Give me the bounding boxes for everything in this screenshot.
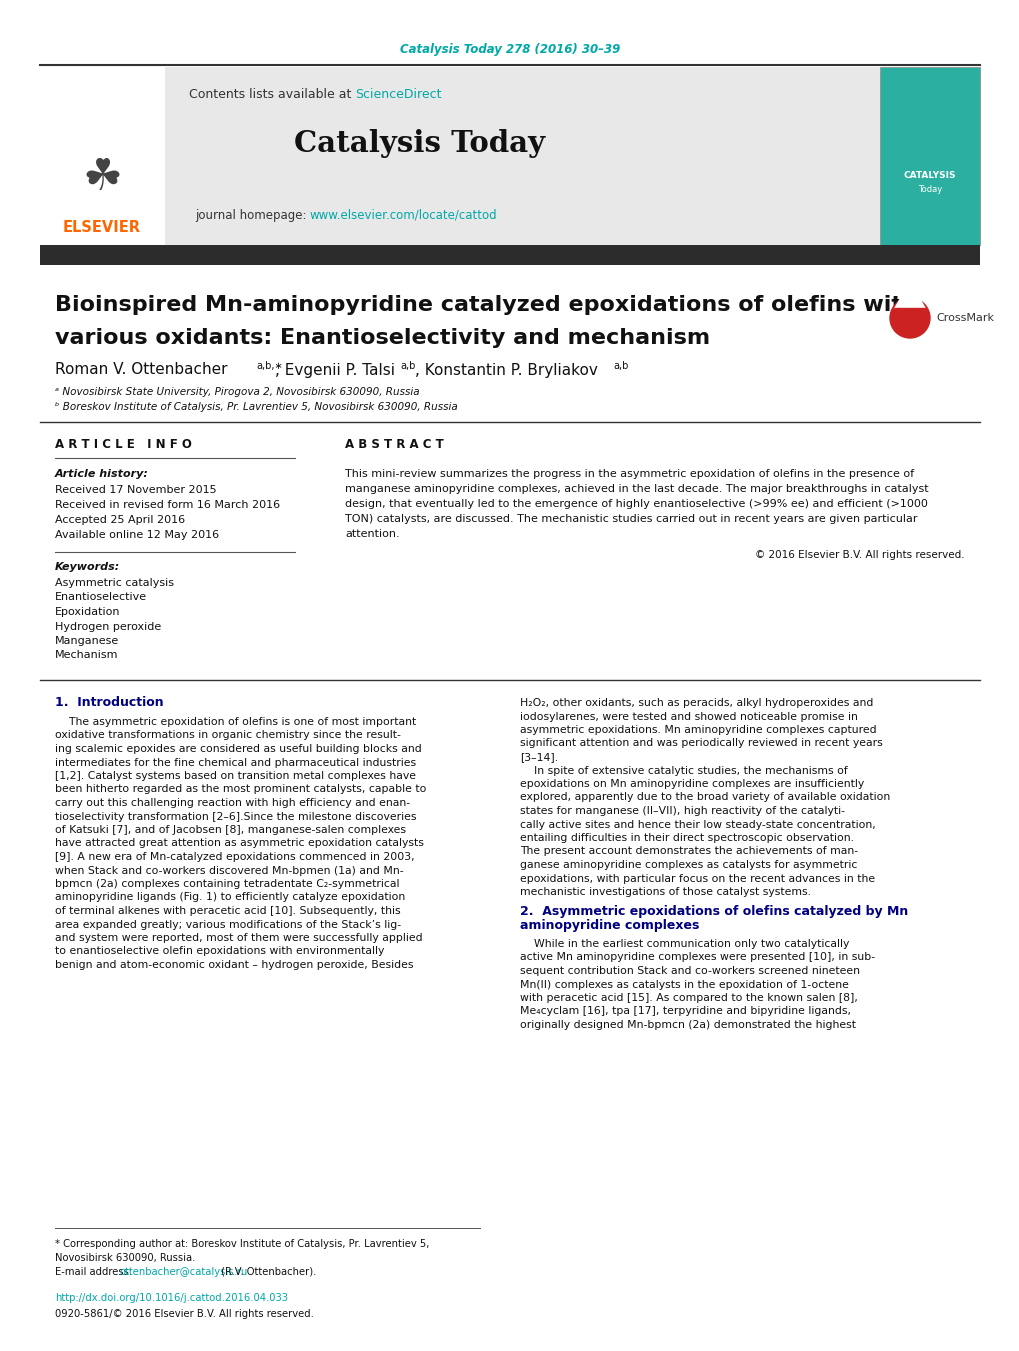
Text: of Katsuki [7], and of Jacobsen [8], manganese-salen complexes: of Katsuki [7], and of Jacobsen [8], man… xyxy=(55,825,406,835)
Text: Catalysis Today: Catalysis Today xyxy=(294,128,545,158)
Bar xyxy=(40,245,979,265)
Text: intermediates for the fine chemical and pharmaceutical industries: intermediates for the fine chemical and … xyxy=(55,758,416,767)
Text: oxidative transformations in organic chemistry since the result-: oxidative transformations in organic che… xyxy=(55,731,400,740)
Text: asymmetric epoxidations. Mn aminopyridine complexes captured: asymmetric epoxidations. Mn aminopyridin… xyxy=(520,725,875,735)
Text: 1.  Introduction: 1. Introduction xyxy=(55,697,163,709)
Text: ᵇ Boreskov Institute of Catalysis, Pr. Lavrentiev 5, Novosibirsk 630090, Russia: ᵇ Boreskov Institute of Catalysis, Pr. L… xyxy=(55,403,458,412)
Text: active Mn aminopyridine complexes were presented [10], in sub-: active Mn aminopyridine complexes were p… xyxy=(520,952,874,962)
Text: ScienceDirect: ScienceDirect xyxy=(355,89,441,101)
Text: A R T I C L E   I N F O: A R T I C L E I N F O xyxy=(55,439,192,451)
Text: (R.V. Ottenbacher).: (R.V. Ottenbacher). xyxy=(218,1267,317,1277)
Text: , Evgenii P. Talsi: , Evgenii P. Talsi xyxy=(275,362,394,377)
Text: Available online 12 May 2016: Available online 12 May 2016 xyxy=(55,530,219,540)
Text: with peracetic acid [15]. As compared to the known salen [8],: with peracetic acid [15]. As compared to… xyxy=(520,993,857,1002)
Text: ELSEVIER: ELSEVIER xyxy=(63,220,141,235)
Text: 2.  Asymmetric epoxidations of olefins catalyzed by Mn: 2. Asymmetric epoxidations of olefins ca… xyxy=(520,905,907,919)
Text: Enantioselective: Enantioselective xyxy=(55,593,147,603)
Text: states for manganese (II–VII), high reactivity of the catalyti-: states for manganese (II–VII), high reac… xyxy=(520,807,844,816)
Text: to enantioselective olefin epoxidations with environmentally: to enantioselective olefin epoxidations … xyxy=(55,947,384,957)
Text: Today: Today xyxy=(917,185,942,195)
Text: Accepted 25 April 2016: Accepted 25 April 2016 xyxy=(55,515,184,526)
Text: have attracted great attention as asymmetric epoxidation catalysts: have attracted great attention as asymme… xyxy=(55,839,424,848)
Text: While in the earliest communication only two catalytically: While in the earliest communication only… xyxy=(520,939,849,948)
Circle shape xyxy=(890,299,929,338)
Text: design, that eventually led to the emergence of highly enantioselective (>99% ee: design, that eventually led to the emerg… xyxy=(344,499,927,509)
Text: ing scalemic epoxides are considered as useful building blocks and: ing scalemic epoxides are considered as … xyxy=(55,744,421,754)
Text: Mn(II) complexes as catalysts in the epoxidation of 1-octene: Mn(II) complexes as catalysts in the epo… xyxy=(520,979,848,989)
Text: Mechanism: Mechanism xyxy=(55,650,118,661)
Text: [3–14].: [3–14]. xyxy=(520,753,557,762)
Text: originally designed Mn-bpmcn (2a) demonstrated the highest: originally designed Mn-bpmcn (2a) demons… xyxy=(520,1020,855,1029)
Text: sequent contribution Stack and co-workers screened nineteen: sequent contribution Stack and co-worker… xyxy=(520,966,859,975)
Text: ganese aminopyridine complexes as catalysts for asymmetric: ganese aminopyridine complexes as cataly… xyxy=(520,861,857,870)
Text: Contents lists available at: Contents lists available at xyxy=(189,89,355,101)
Text: Bioinspired Mn-aminopyridine catalyzed epoxidations of olefins with: Bioinspired Mn-aminopyridine catalyzed e… xyxy=(55,295,917,315)
Text: H₂O₂, other oxidants, such as peracids, alkyl hydroperoxides and: H₂O₂, other oxidants, such as peracids, … xyxy=(520,698,872,708)
Text: ☘: ☘ xyxy=(82,157,122,200)
Text: [9]. A new era of Mn-catalyzed epoxidations commenced in 2003,: [9]. A new era of Mn-catalyzed epoxidati… xyxy=(55,852,414,862)
Text: a,b: a,b xyxy=(399,361,415,372)
Text: bpmcn (2a) complexes containing tetradentate C₂-symmetrical: bpmcn (2a) complexes containing tetraden… xyxy=(55,880,399,889)
Text: This mini-review summarizes the progress in the asymmetric epoxidation of olefin: This mini-review summarizes the progress… xyxy=(344,469,913,480)
Text: epoxidations on Mn aminopyridine complexes are insufficiently: epoxidations on Mn aminopyridine complex… xyxy=(520,780,863,789)
Text: , Konstantin P. Bryliakov: , Konstantin P. Bryliakov xyxy=(415,362,597,377)
Text: carry out this challenging reaction with high efficiency and enan-: carry out this challenging reaction with… xyxy=(55,798,410,808)
Text: benign and atom-economic oxidant – hydrogen peroxide, Besides: benign and atom-economic oxidant – hydro… xyxy=(55,961,413,970)
Text: Roman V. Ottenbacher: Roman V. Ottenbacher xyxy=(55,362,227,377)
Text: Novosibirsk 630090, Russia.: Novosibirsk 630090, Russia. xyxy=(55,1252,196,1263)
Text: © 2016 Elsevier B.V. All rights reserved.: © 2016 Elsevier B.V. All rights reserved… xyxy=(755,550,964,561)
Text: TON) catalysts, are discussed. The mechanistic studies carried out in recent yea: TON) catalysts, are discussed. The mecha… xyxy=(344,513,917,524)
Text: Received in revised form 16 March 2016: Received in revised form 16 March 2016 xyxy=(55,500,280,509)
Text: * Corresponding author at: Boreskov Institute of Catalysis, Pr. Lavrentiev 5,: * Corresponding author at: Boreskov Inst… xyxy=(55,1239,429,1250)
Text: http://dx.doi.org/10.1016/j.cattod.2016.04.033: http://dx.doi.org/10.1016/j.cattod.2016.… xyxy=(55,1293,287,1302)
Polygon shape xyxy=(894,308,924,326)
Bar xyxy=(40,68,879,245)
Text: The asymmetric epoxidation of olefins is one of most important: The asymmetric epoxidation of olefins is… xyxy=(55,717,416,727)
Text: of terminal alkenes with peracetic acid [10]. Subsequently, this: of terminal alkenes with peracetic acid … xyxy=(55,907,400,916)
Text: and system were reported, most of them were successfully applied: and system were reported, most of them w… xyxy=(55,934,422,943)
Text: In spite of extensive catalytic studies, the mechanisms of: In spite of extensive catalytic studies,… xyxy=(520,766,847,775)
Text: [1,2]. Catalyst systems based on transition metal complexes have: [1,2]. Catalyst systems based on transit… xyxy=(55,771,416,781)
Text: The present account demonstrates the achievements of man-: The present account demonstrates the ach… xyxy=(520,847,857,857)
Text: Received 17 November 2015: Received 17 November 2015 xyxy=(55,485,216,494)
Text: aminopyridine ligands (Fig. 1) to efficiently catalyze epoxidation: aminopyridine ligands (Fig. 1) to effici… xyxy=(55,893,405,902)
Text: been hitherto regarded as the most prominent catalysts, capable to: been hitherto regarded as the most promi… xyxy=(55,785,426,794)
Text: attention.: attention. xyxy=(344,530,399,539)
Text: a,b,∗: a,b,∗ xyxy=(256,361,282,372)
Text: entailing difficulties in their direct spectroscopic observation.: entailing difficulties in their direct s… xyxy=(520,834,853,843)
Text: Catalysis Today 278 (2016) 30–39: Catalysis Today 278 (2016) 30–39 xyxy=(399,43,620,57)
Text: ᵃ Novosibirsk State University, Pirogova 2, Novosibirsk 630090, Russia: ᵃ Novosibirsk State University, Pirogova… xyxy=(55,386,419,397)
Text: cally active sites and hence their low steady-state concentration,: cally active sites and hence their low s… xyxy=(520,820,875,830)
Text: a,b: a,b xyxy=(612,361,628,372)
Bar xyxy=(40,68,165,245)
Text: mechanistic investigations of those catalyst systems.: mechanistic investigations of those cata… xyxy=(520,888,810,897)
Text: A B S T R A C T: A B S T R A C T xyxy=(344,439,443,451)
Text: Asymmetric catalysis: Asymmetric catalysis xyxy=(55,578,174,588)
Text: when Stack and co-workers discovered Mn-bpmen (1a) and Mn-: when Stack and co-workers discovered Mn-… xyxy=(55,866,404,875)
Text: manganese aminopyridine complexes, achieved in the last decade. The major breakt: manganese aminopyridine complexes, achie… xyxy=(344,484,927,494)
Text: aminopyridine complexes: aminopyridine complexes xyxy=(520,920,699,932)
Text: CrossMark: CrossMark xyxy=(935,313,994,323)
Text: journal homepage:: journal homepage: xyxy=(195,208,310,222)
Text: explored, apparently due to the broad variety of available oxidation: explored, apparently due to the broad va… xyxy=(520,793,890,802)
Bar xyxy=(879,68,979,245)
Text: epoxidations, with particular focus on the recent advances in the: epoxidations, with particular focus on t… xyxy=(520,874,874,884)
Text: various oxidants: Enantioselectivity and mechanism: various oxidants: Enantioselectivity and… xyxy=(55,328,709,349)
Text: tioselectivity transformation [2–6].Since the milestone discoveries: tioselectivity transformation [2–6].Sinc… xyxy=(55,812,416,821)
Text: ottenbacher@catalysis.ru: ottenbacher@catalysis.ru xyxy=(120,1267,248,1277)
Text: significant attention and was periodically reviewed in recent years: significant attention and was periodical… xyxy=(520,739,881,748)
Text: Epoxidation: Epoxidation xyxy=(55,607,120,617)
Text: Keywords:: Keywords: xyxy=(55,562,120,571)
Text: Hydrogen peroxide: Hydrogen peroxide xyxy=(55,621,161,631)
Text: CATALYSIS: CATALYSIS xyxy=(903,170,956,180)
Text: E-mail address:: E-mail address: xyxy=(55,1267,136,1277)
Text: Manganese: Manganese xyxy=(55,636,119,646)
Text: 0920-5861/© 2016 Elsevier B.V. All rights reserved.: 0920-5861/© 2016 Elsevier B.V. All right… xyxy=(55,1309,314,1319)
Text: area expanded greatly; various modifications of the Stack’s lig-: area expanded greatly; various modificat… xyxy=(55,920,400,929)
Polygon shape xyxy=(894,282,924,308)
Text: www.elsevier.com/locate/cattod: www.elsevier.com/locate/cattod xyxy=(310,208,497,222)
Text: Article history:: Article history: xyxy=(55,469,149,480)
Text: iodosylarenes, were tested and showed noticeable promise in: iodosylarenes, were tested and showed no… xyxy=(520,712,857,721)
Text: Me₄cyclam [16], tpa [17], terpyridine and bipyridine ligands,: Me₄cyclam [16], tpa [17], terpyridine an… xyxy=(520,1006,850,1016)
